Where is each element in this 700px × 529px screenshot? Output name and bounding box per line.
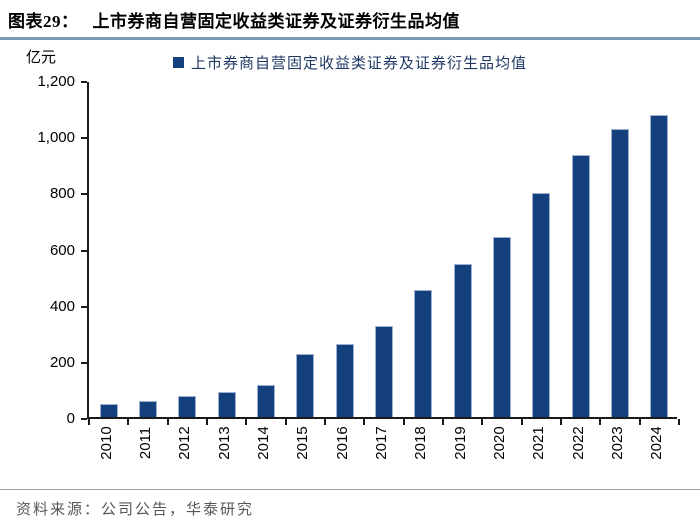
figure-number-label: 图表29： <box>8 12 79 31</box>
y-axis-tick-label: 1,200 <box>37 73 75 90</box>
x-axis-tick <box>166 419 169 425</box>
x-axis-label-2019: 2019 <box>451 426 469 460</box>
y-axis-tick <box>81 81 87 83</box>
x-axis-tick <box>638 419 641 425</box>
bar-2022 <box>571 155 590 417</box>
x-axis-tick <box>324 419 326 425</box>
title-divider-rule <box>0 37 700 40</box>
y-axis-tick-label: 800 <box>49 185 75 203</box>
bar-2020 <box>493 237 511 417</box>
y-axis-tick <box>81 193 87 196</box>
x-axis-label-2024: 2024 <box>648 426 666 460</box>
x-axis-label-2011: 2011 <box>137 426 154 460</box>
figure-title: 上市券商自营固定收益类证券及证券衍生品均值 <box>92 12 460 31</box>
bar-2013 <box>217 392 236 417</box>
x-axis-labels: 2010 2011 2012 2013 2014 2015 2016 2017 2018 2019… <box>87 419 677 477</box>
y-axis-unit-label: 亿元 <box>26 50 57 66</box>
x-axis-tick <box>284 419 287 425</box>
y-axis-tick-label: 1,000 <box>37 129 75 147</box>
x-axis-label-2020: 2020 <box>491 426 508 460</box>
y-axis-tick <box>81 361 87 364</box>
bar-2011 <box>139 401 157 417</box>
bar-2019 <box>453 264 472 417</box>
x-axis-tick <box>206 419 208 425</box>
bar-2010 <box>99 404 118 417</box>
bar-2015 <box>296 354 315 417</box>
x-axis-label-2023: 2023 <box>609 426 626 460</box>
y-axis-tick <box>81 305 87 308</box>
y-axis-tick <box>81 137 87 140</box>
chart-legend: 上市券商自营固定收益类证券及证券衍生品均值 <box>0 52 700 73</box>
x-axis-tick <box>481 419 484 425</box>
bar-2018 <box>414 290 433 417</box>
x-axis-tick <box>678 419 680 425</box>
bar-2016 <box>335 344 354 417</box>
bar-2023 <box>611 129 629 417</box>
x-axis-tick <box>560 419 562 425</box>
x-axis-label-2021: 2021 <box>530 426 548 460</box>
figure-title-row: 图表29： 上市券商自营固定收益类证券及证券衍生品均值 <box>0 0 700 32</box>
chart-meta-row: 亿元 上市券商自营固定收益类证券及证券衍生品均值 <box>0 40 700 82</box>
x-axis-label-2014: 2014 <box>255 426 272 460</box>
x-axis-tick <box>520 419 523 425</box>
x-axis-label-2018: 2018 <box>412 426 430 460</box>
y-axis-tick-label: 0 <box>66 410 75 427</box>
y-axis-tick-label: 200 <box>49 353 75 371</box>
x-axis-tick <box>127 419 130 425</box>
legend-swatch-icon <box>172 57 184 68</box>
y-axis-tick-label: 400 <box>49 297 75 315</box>
x-axis-tick <box>402 419 405 425</box>
x-axis-tick <box>245 419 248 425</box>
source-note: 资料来源：公司公告，华泰研究 <box>16 502 255 518</box>
x-axis-label-2010: 2010 <box>97 426 115 460</box>
y-axis-tick-label: 600 <box>49 241 75 259</box>
bar-chart-plot-area: 0 200 400 600 800 1,000 1,200 <box>37 73 680 427</box>
source-divider-rule <box>0 489 700 490</box>
x-axis-label-2017: 2017 <box>373 426 390 460</box>
bar-2024 <box>650 115 669 417</box>
y-axis-tick <box>81 249 87 252</box>
y-axis-tick <box>81 418 87 420</box>
x-axis-label-2016: 2016 <box>333 426 351 460</box>
bar-2017 <box>375 326 393 417</box>
x-axis-tick <box>363 419 366 425</box>
bar-2021 <box>532 193 551 417</box>
x-axis-tick <box>88 419 90 425</box>
bar-2014 <box>257 385 275 417</box>
legend-label: 上市券商自营固定收益类证券及证券衍生品均值 <box>190 56 527 72</box>
x-axis-label-2013: 2013 <box>215 426 233 460</box>
x-axis-tick <box>442 419 444 425</box>
x-axis-label-2022: 2022 <box>569 426 587 460</box>
x-axis-label-2015: 2015 <box>294 426 312 460</box>
bar-2012 <box>178 396 197 417</box>
x-axis-tick <box>599 419 602 425</box>
x-axis-label-2012: 2012 <box>176 426 194 460</box>
